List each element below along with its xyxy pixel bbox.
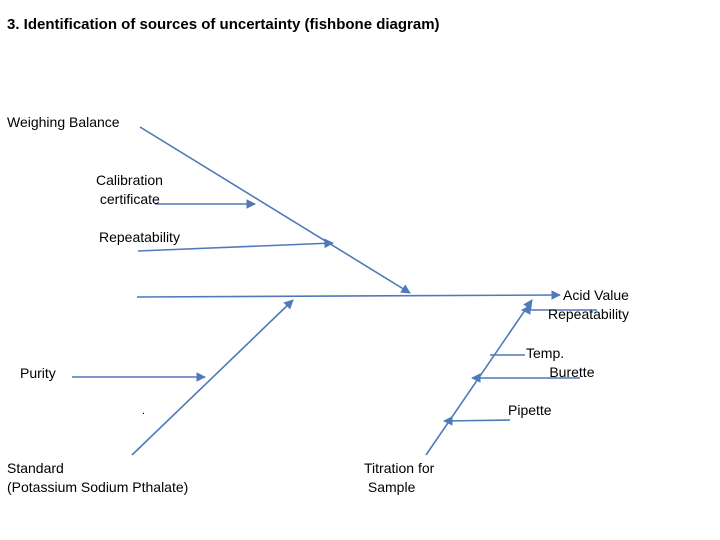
standard-bone bbox=[131, 299, 294, 456]
weighing-balance-bone bbox=[139, 126, 411, 294]
main-spine bbox=[136, 290, 561, 300]
weighing-balance-label: Weighing Balance bbox=[7, 114, 120, 130]
pipette-label: Pipette bbox=[508, 402, 552, 418]
repeatability-arrow bbox=[137, 238, 334, 252]
standard-label: Standard (Potassium Sodium Pthalate) bbox=[7, 460, 189, 495]
page-title: 3. Identification of sources of uncertai… bbox=[7, 16, 440, 33]
repeatability-label: Repeatability bbox=[99, 229, 180, 245]
pipette-arrow bbox=[443, 416, 511, 426]
calibration-certificate-label: Calibration certificate bbox=[96, 172, 163, 207]
acid-value-repeatability-label: Acid Value Repeatability bbox=[548, 287, 629, 322]
temp-burette-label: Temp. Burette bbox=[526, 345, 595, 380]
stray-dot: . bbox=[142, 405, 146, 417]
purity-label: Purity bbox=[20, 365, 56, 381]
titration-for-sample-label: Titration for Sample bbox=[364, 460, 435, 495]
